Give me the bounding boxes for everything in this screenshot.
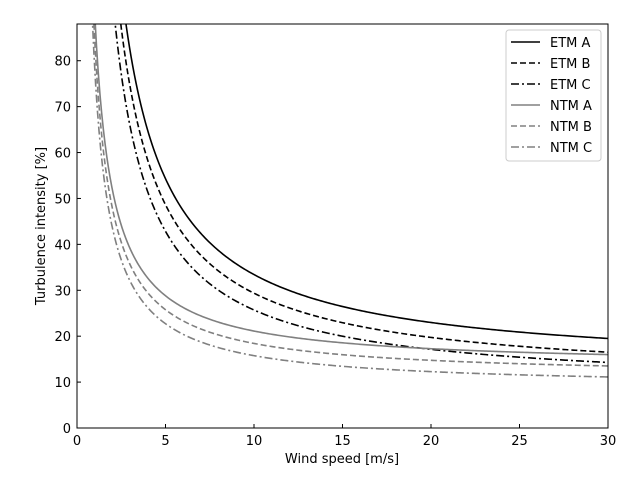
legend: ETM A ETM B ETM C NTM A NTM B NTM C bbox=[505, 29, 602, 162]
series-line-etm-a bbox=[125, 24, 608, 340]
series-layer bbox=[91, 24, 608, 378]
legend-label-etm-a: ETM A bbox=[550, 36, 591, 51]
y-tick-label: 20 bbox=[54, 330, 71, 345]
series-line-etm-c bbox=[114, 24, 608, 364]
x-tick-label: 15 bbox=[334, 434, 351, 449]
y-tick-label: 50 bbox=[54, 192, 71, 207]
series-line-ntm-c bbox=[91, 24, 608, 378]
legend-label-ntm-c: NTM C bbox=[550, 141, 592, 156]
y-tick-label: 30 bbox=[54, 284, 71, 299]
series-line-etm-b bbox=[119, 24, 608, 353]
x-tick-label: 5 bbox=[161, 434, 169, 449]
legend-label-etm-b: ETM B bbox=[550, 57, 590, 72]
y-tick-label: 80 bbox=[54, 55, 71, 70]
y-tick-label: 70 bbox=[54, 101, 71, 116]
series-line-ntm-a bbox=[94, 24, 608, 356]
legend-label-etm-c: ETM C bbox=[550, 78, 591, 93]
y-tick-label: 40 bbox=[54, 238, 71, 253]
y-axis-label: Turbulence intensity [%] bbox=[34, 147, 49, 306]
y-tick-label: 10 bbox=[54, 376, 71, 391]
x-axis-label: Wind speed [m/s] bbox=[285, 452, 399, 467]
x-tick-label: 25 bbox=[511, 434, 528, 449]
series-line-ntm-b bbox=[93, 24, 608, 367]
legend-label-ntm-b: NTM B bbox=[550, 120, 592, 135]
x-tick-label: 0 bbox=[73, 434, 81, 449]
legend-label-ntm-a: NTM A bbox=[550, 99, 592, 114]
x-tick-label: 20 bbox=[423, 434, 440, 449]
y-tick-label: 60 bbox=[54, 147, 71, 162]
y-tick-label: 0 bbox=[63, 422, 71, 437]
y-axis-ticks: 0 10 20 30 40 50 60 70 80 bbox=[54, 55, 81, 437]
x-tick-label: 10 bbox=[246, 434, 263, 449]
x-tick-label: 30 bbox=[600, 434, 617, 449]
x-axis-ticks: 0 5 10 15 20 25 30 bbox=[73, 424, 616, 449]
